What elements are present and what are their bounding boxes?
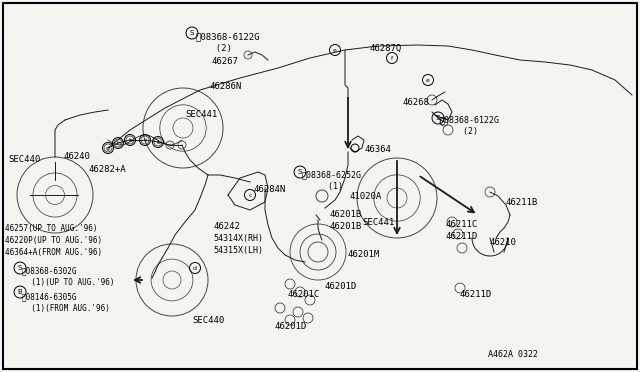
Text: c: c: [248, 192, 252, 198]
Text: SEC441: SEC441: [362, 218, 394, 227]
Text: h: h: [116, 141, 120, 145]
Text: 54314X(RH): 54314X(RH): [213, 234, 263, 243]
Text: Ⓝ08368-6302G: Ⓝ08368-6302G: [22, 266, 77, 275]
Text: S: S: [18, 265, 22, 271]
Text: S: S: [190, 30, 194, 36]
Text: 46267: 46267: [212, 57, 239, 66]
Text: 46211D: 46211D: [460, 290, 492, 299]
Text: 46286N: 46286N: [210, 82, 243, 91]
Text: Ⓝ08368-6252G: Ⓝ08368-6252G: [302, 170, 362, 179]
Text: 46211D: 46211D: [446, 232, 478, 241]
Text: (1)(UP TO AUG.'96): (1)(UP TO AUG.'96): [22, 278, 115, 287]
Text: 46210: 46210: [490, 238, 517, 247]
Text: (1)(FROM AUG.'96): (1)(FROM AUG.'96): [22, 304, 110, 313]
Text: 41020A: 41020A: [350, 192, 382, 201]
Text: 46287Q: 46287Q: [370, 44, 403, 53]
Text: 46201B: 46201B: [330, 210, 362, 219]
Text: e: e: [333, 48, 337, 52]
Text: 46201D: 46201D: [325, 282, 357, 291]
Text: SEC440: SEC440: [8, 155, 40, 164]
Text: 46268: 46268: [403, 98, 430, 107]
Text: 46364: 46364: [365, 145, 392, 154]
Text: 46282+A: 46282+A: [88, 165, 125, 174]
Text: b: b: [156, 140, 160, 144]
Text: (2): (2): [453, 127, 478, 136]
Text: (1): (1): [318, 182, 343, 191]
Text: SEC441: SEC441: [185, 110, 217, 119]
Text: 46201D: 46201D: [275, 322, 307, 331]
Text: 46240: 46240: [63, 152, 90, 161]
Text: 46201B: 46201B: [330, 222, 362, 231]
Text: g: g: [106, 145, 110, 151]
Text: Ⓝ08368-6122G: Ⓝ08368-6122G: [195, 32, 259, 41]
Text: 46364+A(FROM AUG.'96): 46364+A(FROM AUG.'96): [5, 248, 102, 257]
Text: 46211C: 46211C: [446, 220, 478, 229]
Text: S: S: [298, 169, 302, 175]
Text: i: i: [144, 138, 146, 142]
Text: SEC440: SEC440: [192, 316, 224, 325]
Text: A462A 0322: A462A 0322: [488, 350, 538, 359]
Text: e: e: [426, 77, 430, 83]
Text: 46201C: 46201C: [288, 290, 320, 299]
Text: Ⓝ08368-6122G: Ⓝ08368-6122G: [440, 115, 500, 124]
Text: b: b: [128, 138, 132, 142]
Text: d: d: [193, 266, 197, 270]
Text: 46257(UP TO AUG.'96): 46257(UP TO AUG.'96): [5, 224, 97, 233]
Text: (2): (2): [205, 44, 232, 53]
Text: f: f: [391, 55, 393, 61]
Text: 46220P(UP TO AUG.'96): 46220P(UP TO AUG.'96): [5, 236, 102, 245]
Text: 46284N: 46284N: [253, 185, 285, 194]
Text: 46211B: 46211B: [506, 198, 538, 207]
Text: S: S: [436, 115, 440, 121]
Text: ⒲08146-6305G: ⒲08146-6305G: [22, 292, 77, 301]
Text: 46242: 46242: [213, 222, 240, 231]
Text: 54315X(LH): 54315X(LH): [213, 246, 263, 255]
Text: B: B: [18, 289, 22, 295]
Text: 46201M: 46201M: [348, 250, 380, 259]
